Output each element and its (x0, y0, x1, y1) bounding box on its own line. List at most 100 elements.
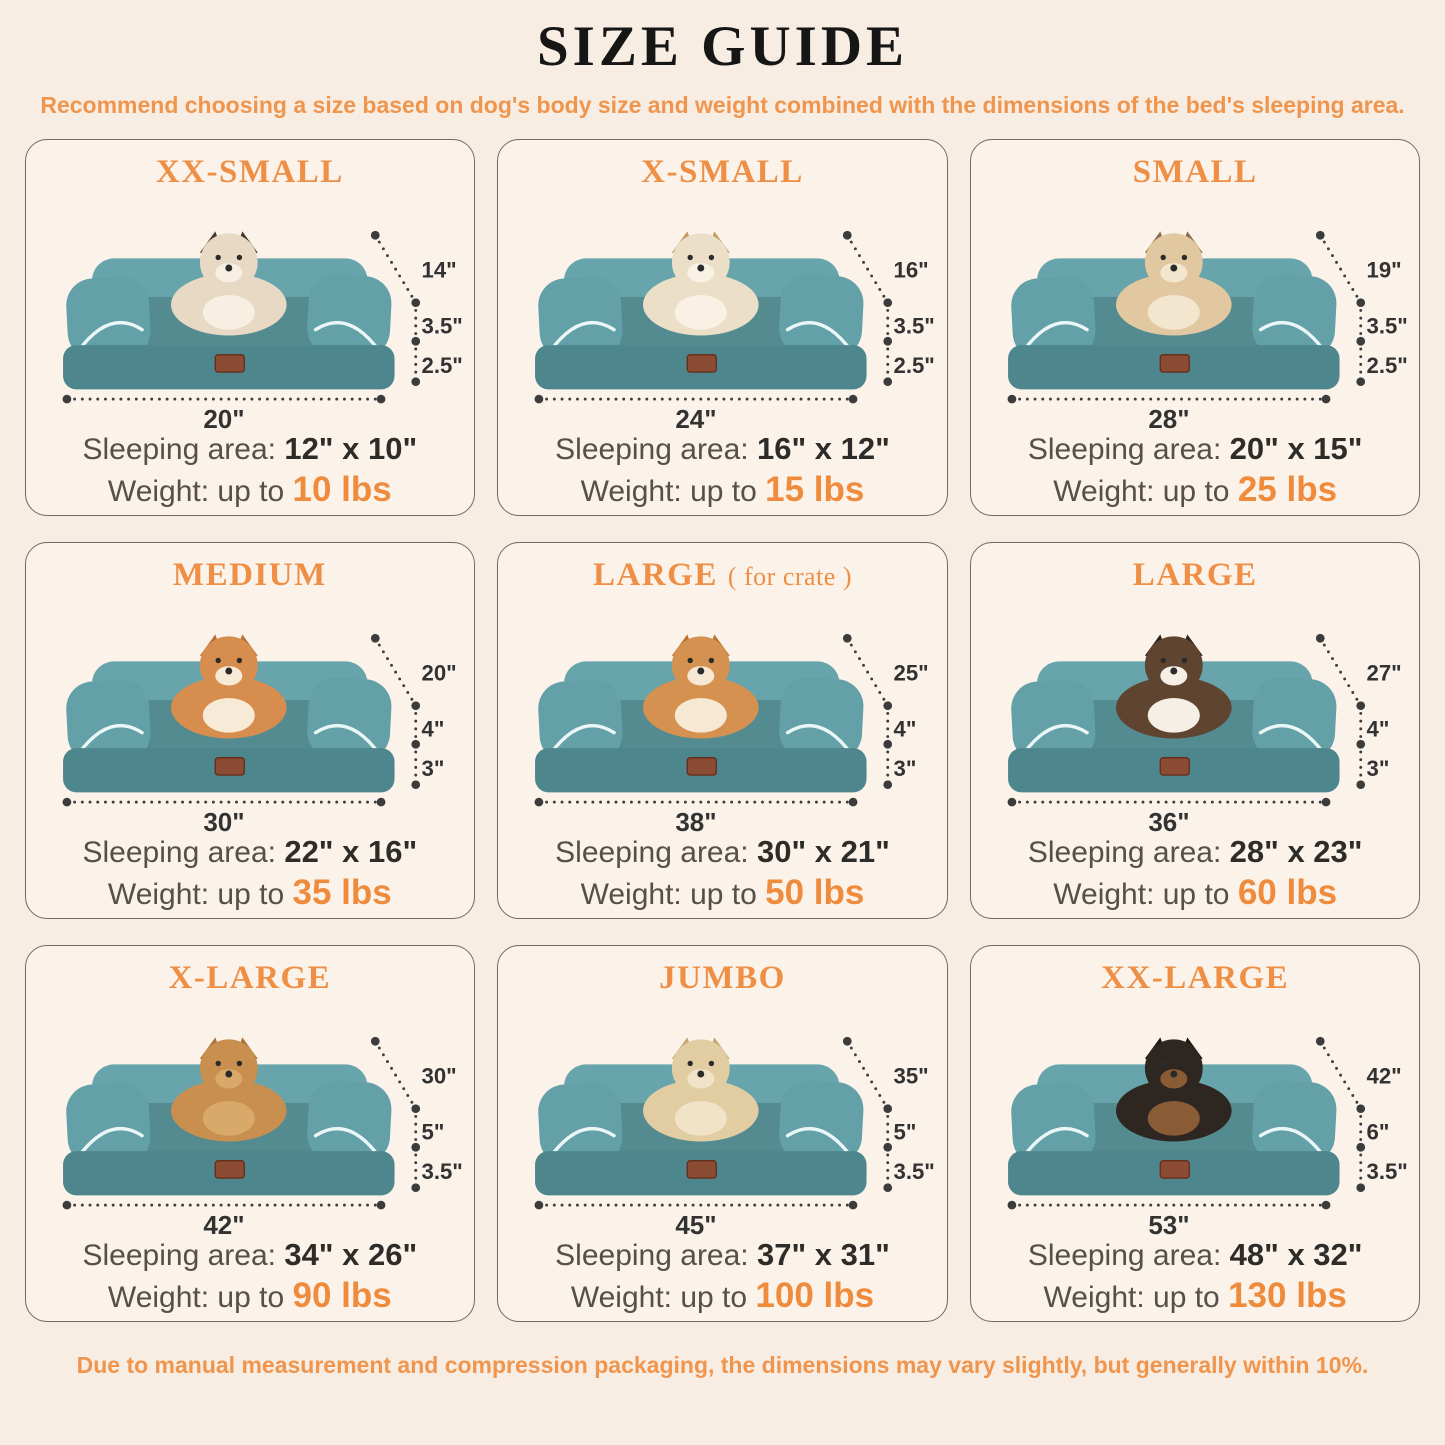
brand-tag (1159, 354, 1191, 373)
weight-label: Weight: up to (107, 1280, 285, 1314)
size-name: JUMBO (659, 960, 786, 996)
weight-line: Weight: up to 50 lbs (581, 873, 865, 912)
depth-label: 25" (894, 661, 929, 686)
size-name: LARGE (592, 557, 718, 593)
depth-label: 30" (421, 1064, 456, 1089)
size-name: LARGE (1132, 557, 1258, 593)
weight-label: Weight: up to (1053, 474, 1230, 508)
bed-illustration: 25" 4" 3" 38" (535, 633, 929, 835)
pet-bed (535, 1037, 868, 1196)
bed-figure: 14" 3.5" 2.5" 20" (38, 189, 462, 432)
size-card: MEDIUM (24, 542, 476, 919)
weight-line: Weight: up to 90 lbs (108, 1276, 392, 1315)
bed-figure: 19" 3.5" 2.5" 28" (983, 189, 1407, 432)
weight-label: Weight: up to (580, 474, 757, 508)
sleeping-area-value: 16" x 12" (756, 430, 890, 466)
weight-value: 35 lbs (292, 872, 392, 912)
size-name: SMALL (1132, 154, 1258, 190)
sleeping-area-line: Sleeping area: 28" x 23" (1028, 834, 1363, 870)
weight-label: Weight: up to (1053, 877, 1230, 911)
sleeping-area-value: 22" x 16" (284, 833, 418, 869)
base-height-label: 2.5" (894, 353, 934, 378)
width-label: 38" (676, 807, 717, 835)
bed-illustration: 30" 5" 3.5" 42" (62, 1036, 462, 1238)
weight-line: Weight: up to 100 lbs (571, 1276, 874, 1315)
size-name: XX-SMALL (155, 154, 344, 190)
depth-label: 35" (894, 1064, 929, 1089)
page-footer: Due to manual measurement and compressio… (76, 1352, 1369, 1378)
pet-bed (62, 231, 395, 390)
pet-bed (62, 1037, 395, 1196)
dimension-annotations: 14" 3.5" 2.5" 20" (62, 230, 462, 432)
bolster-height-label: 5" (894, 1120, 917, 1145)
sleeping-area-label: Sleeping area: (82, 432, 276, 466)
size-title: SMALL (1133, 154, 1258, 191)
pet-illustration (1116, 634, 1232, 739)
sleeping-area-line: Sleeping area: 16" x 12" (555, 430, 890, 467)
sleeping-area-label: Sleeping area: (555, 432, 749, 466)
sleeping-area-value: 34" x 26" (284, 1236, 418, 1272)
depth-label: 19" (1367, 258, 1402, 283)
bolster-height-label: 5" (421, 1120, 444, 1145)
bed-illustration: 16" 3.5" 2.5" 24" (535, 230, 934, 432)
sleeping-area-value: 48" x 32" (1229, 1236, 1363, 1272)
size-name: XX-LARGE (1101, 960, 1290, 996)
base-height-label: 3" (1367, 756, 1390, 781)
pet-illustration (643, 231, 760, 336)
sleeping-area-line: Sleeping area: 37" x 31" (555, 1237, 890, 1273)
depth-label: 16" (894, 258, 929, 283)
weight-line: Weight: up to 25 lbs (1053, 470, 1337, 509)
bed-figure: 35" 5" 3.5" 45" (510, 995, 934, 1238)
width-label: 30" (203, 807, 244, 835)
bed-illustration: 20" 4" 3" 30" (62, 633, 457, 835)
bed-illustration: 27" 4" 3" 36" (1007, 633, 1402, 835)
width-label: 53" (1149, 1210, 1190, 1238)
sleeping-area-label: Sleeping area: (82, 1238, 276, 1272)
weight-line: Weight: up to 130 lbs (1044, 1276, 1347, 1315)
sleeping-area-label: Sleeping area: (555, 1238, 749, 1272)
size-name: MEDIUM (172, 557, 327, 593)
brand-tag (214, 757, 245, 776)
size-title: X-LARGE (168, 960, 331, 997)
weight-value: 15 lbs (765, 469, 865, 509)
bed-illustration: 14" 3.5" 2.5" 20" (62, 230, 462, 432)
bed-figure: 27" 4" 3" 36" (983, 592, 1407, 835)
size-card: LARGE (969, 542, 1421, 919)
base-height-label: 3" (421, 756, 444, 781)
size-grid: XX-SMALL (24, 139, 1421, 1322)
sleeping-area-line: Sleeping area: 34" x 26" (82, 1236, 418, 1273)
brand-tag (214, 354, 245, 373)
size-card: SMALL (969, 139, 1421, 516)
base-height-label: 3.5" (421, 1159, 461, 1184)
pet-illustration (170, 231, 287, 336)
pet-illustration (170, 634, 287, 739)
size-title: X-SMALL (641, 154, 804, 191)
pet-bed (62, 634, 395, 793)
sleeping-area-label: Sleeping area: (1027, 432, 1222, 466)
bolster-height-label: 6" (1367, 1120, 1390, 1145)
size-title: XX-LARGE (1101, 960, 1289, 997)
depth-label: 20" (421, 661, 456, 686)
weight-label: Weight: up to (570, 1280, 748, 1314)
brand-tag (1159, 1160, 1191, 1179)
bed-figure: 16" 3.5" 2.5" 24" (510, 189, 934, 432)
base-height-label: 3" (894, 756, 917, 781)
size-card: X-SMALL (497, 139, 948, 516)
depth-label: 42" (1367, 1064, 1402, 1089)
pet-bed (1008, 231, 1340, 390)
dimension-annotations: 35" 5" 3.5" 45" (535, 1036, 934, 1238)
size-title: JUMBO (659, 960, 786, 997)
depth-label: 27" (1367, 661, 1402, 686)
pet-illustration (1116, 231, 1232, 336)
size-card: X-LARGE (24, 945, 476, 1322)
sleeping-area-line: Sleeping area: 12" x 10" (82, 431, 418, 467)
pet-illustration (1116, 1037, 1232, 1142)
pet-illustration (643, 1037, 760, 1142)
pet-bed (1008, 1037, 1340, 1196)
bed-figure: 20" 4" 3" 30" (38, 592, 462, 835)
size-card: XX-SMALL (24, 139, 476, 516)
dimension-annotations: 19" 3.5" 2.5" 28" (1007, 230, 1407, 432)
weight-line: Weight: up to 60 lbs (1053, 873, 1337, 912)
sleeping-area-line: Sleeping area: 22" x 16" (83, 833, 418, 870)
